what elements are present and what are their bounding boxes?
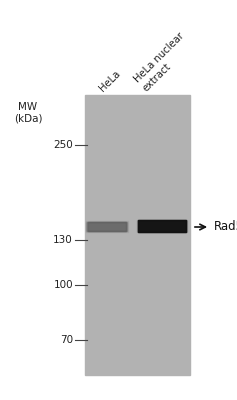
Text: 250: 250 <box>53 140 73 150</box>
Bar <box>88 222 126 231</box>
Text: 70: 70 <box>60 335 73 345</box>
Text: 130: 130 <box>53 235 73 245</box>
Text: Rad50: Rad50 <box>214 220 237 234</box>
Bar <box>85 95 190 375</box>
Bar <box>138 220 186 232</box>
Bar <box>138 220 186 232</box>
Bar <box>87 222 127 231</box>
Bar <box>138 220 186 232</box>
Text: HeLa nuclear
extract: HeLa nuclear extract <box>133 31 195 93</box>
Bar <box>88 222 126 231</box>
Text: 100: 100 <box>53 280 73 290</box>
Bar <box>87 222 128 232</box>
Bar <box>137 220 187 232</box>
Bar <box>86 222 128 232</box>
Bar <box>87 222 127 231</box>
Text: HeLa: HeLa <box>97 68 122 93</box>
Text: MW
(kDa): MW (kDa) <box>14 102 42 124</box>
